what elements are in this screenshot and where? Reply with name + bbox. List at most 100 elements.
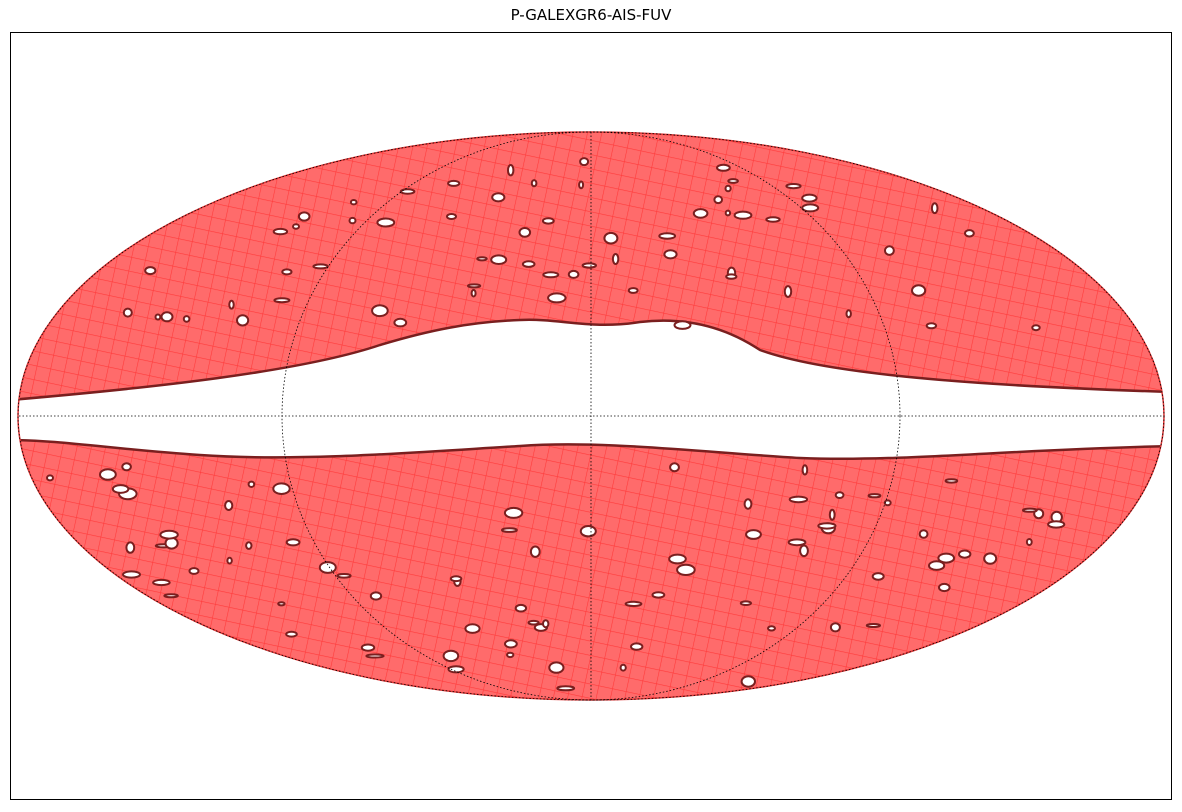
coverage-hole: [668, 553, 687, 565]
coverage-hole: [692, 208, 709, 219]
coverage-hole: [944, 478, 959, 484]
coverage-holes: [46, 157, 1066, 692]
coverage-hole: [603, 231, 619, 245]
coverage-hole: [273, 297, 291, 304]
coverage-hole: [514, 603, 528, 613]
coverage-hole: [530, 179, 538, 188]
coverage-hole: [567, 269, 580, 279]
coverage-hole: [442, 649, 460, 663]
coverage-hole: [393, 317, 408, 328]
coverage-hole: [376, 217, 396, 228]
coverage-hole: [476, 256, 488, 262]
coverage-hole: [491, 192, 506, 203]
coverage-hole: [226, 556, 233, 565]
graticule: [17, 131, 1165, 701]
coverage-hole: [121, 462, 132, 472]
coverage-hole: [506, 651, 515, 659]
coverage-hole: [783, 285, 793, 298]
coverage-hole: [739, 600, 753, 607]
coverage-hole: [447, 665, 465, 674]
coverage-hole: [446, 213, 457, 220]
coverage-hole: [99, 468, 117, 481]
coverage-hole: [918, 529, 929, 539]
coverage-hole: [1022, 507, 1038, 513]
coverage-hole: [713, 195, 724, 205]
coverage-hole: [1047, 520, 1066, 529]
coverage-hole: [529, 545, 541, 558]
coverage-hole: [371, 304, 389, 318]
coverage-hole: [163, 593, 179, 599]
coverage-hole: [911, 284, 927, 297]
coverage-hole: [518, 227, 532, 238]
coverage-hole: [348, 216, 357, 225]
coverage-hole: [883, 499, 892, 507]
coverage-hole: [152, 578, 171, 587]
coverage-hole: [160, 311, 174, 323]
coverage-hole: [336, 573, 352, 579]
coverage-hole: [228, 299, 235, 310]
coverage-hole: [716, 163, 731, 172]
coverage-hole: [447, 179, 461, 187]
coverage-hole: [507, 164, 515, 177]
coverage-hole: [541, 217, 555, 225]
galactic-plane-gap: [18, 318, 1164, 461]
coverage-hole: [292, 223, 300, 230]
coverage-hole: [111, 484, 130, 494]
coverage-hole: [937, 552, 956, 564]
coverage-hole: [765, 216, 781, 223]
coverage-hole: [182, 315, 191, 323]
coverage-hole: [669, 462, 680, 473]
coverage-hole: [542, 271, 560, 279]
coverage-hole: [964, 229, 975, 238]
coverage-hole: [871, 572, 885, 581]
coverage-hole: [503, 506, 524, 519]
coverage-hole: [1025, 538, 1033, 546]
coverage-hole: [46, 474, 54, 482]
coverage-hole: [521, 260, 536, 268]
coverage-hole: [788, 495, 809, 504]
coverage-hole: [548, 661, 565, 674]
coverage-hole: [676, 563, 696, 577]
coverage-hole: [272, 482, 291, 496]
coverage-hole: [983, 552, 998, 565]
coverage-hole: [611, 253, 620, 265]
coverage-hole: [801, 203, 820, 213]
coverage-hole: [801, 464, 809, 476]
coverage-hole: [224, 500, 234, 511]
coverage-hole: [624, 600, 643, 608]
coverage-hole: [122, 570, 141, 579]
coverage-hole: [630, 642, 644, 651]
figure-title: P-GALEXGR6-AIS-FUV: [510, 6, 672, 24]
coverage-hole: [245, 541, 253, 550]
coverage-hole: [159, 529, 179, 540]
coverage-hole: [828, 508, 836, 521]
coverage-hole: [767, 625, 776, 632]
coverage-hole: [318, 561, 337, 574]
coverage-hole: [490, 254, 508, 266]
coverage-hole: [663, 249, 678, 260]
coverage-hole: [740, 675, 756, 688]
coverage-hole: [236, 314, 250, 327]
coverage-hole: [464, 623, 481, 634]
meridian-outer: [17, 131, 1165, 701]
coverage-hole: [579, 157, 590, 167]
coverage-hole: [619, 663, 627, 672]
coverage-hole: [785, 183, 802, 190]
coverage-hole: [845, 309, 852, 319]
coverage-hole: [673, 320, 692, 330]
coverage-hole: [733, 210, 753, 220]
coverage-hole: [579, 525, 597, 538]
coverage-hole: [556, 685, 576, 692]
coverage-hole: [285, 538, 301, 547]
coverage-hole: [928, 560, 946, 571]
coverage-hole: [865, 623, 882, 628]
coverage-hole: [799, 544, 809, 558]
coverage-hole: [277, 601, 286, 607]
coverage-hole: [470, 288, 477, 298]
coverage-hole: [542, 619, 550, 629]
coverage-hole: [467, 283, 482, 289]
coverage-hole: [724, 184, 732, 193]
coverage-hole: [144, 266, 157, 276]
coverage-hole: [188, 567, 200, 575]
